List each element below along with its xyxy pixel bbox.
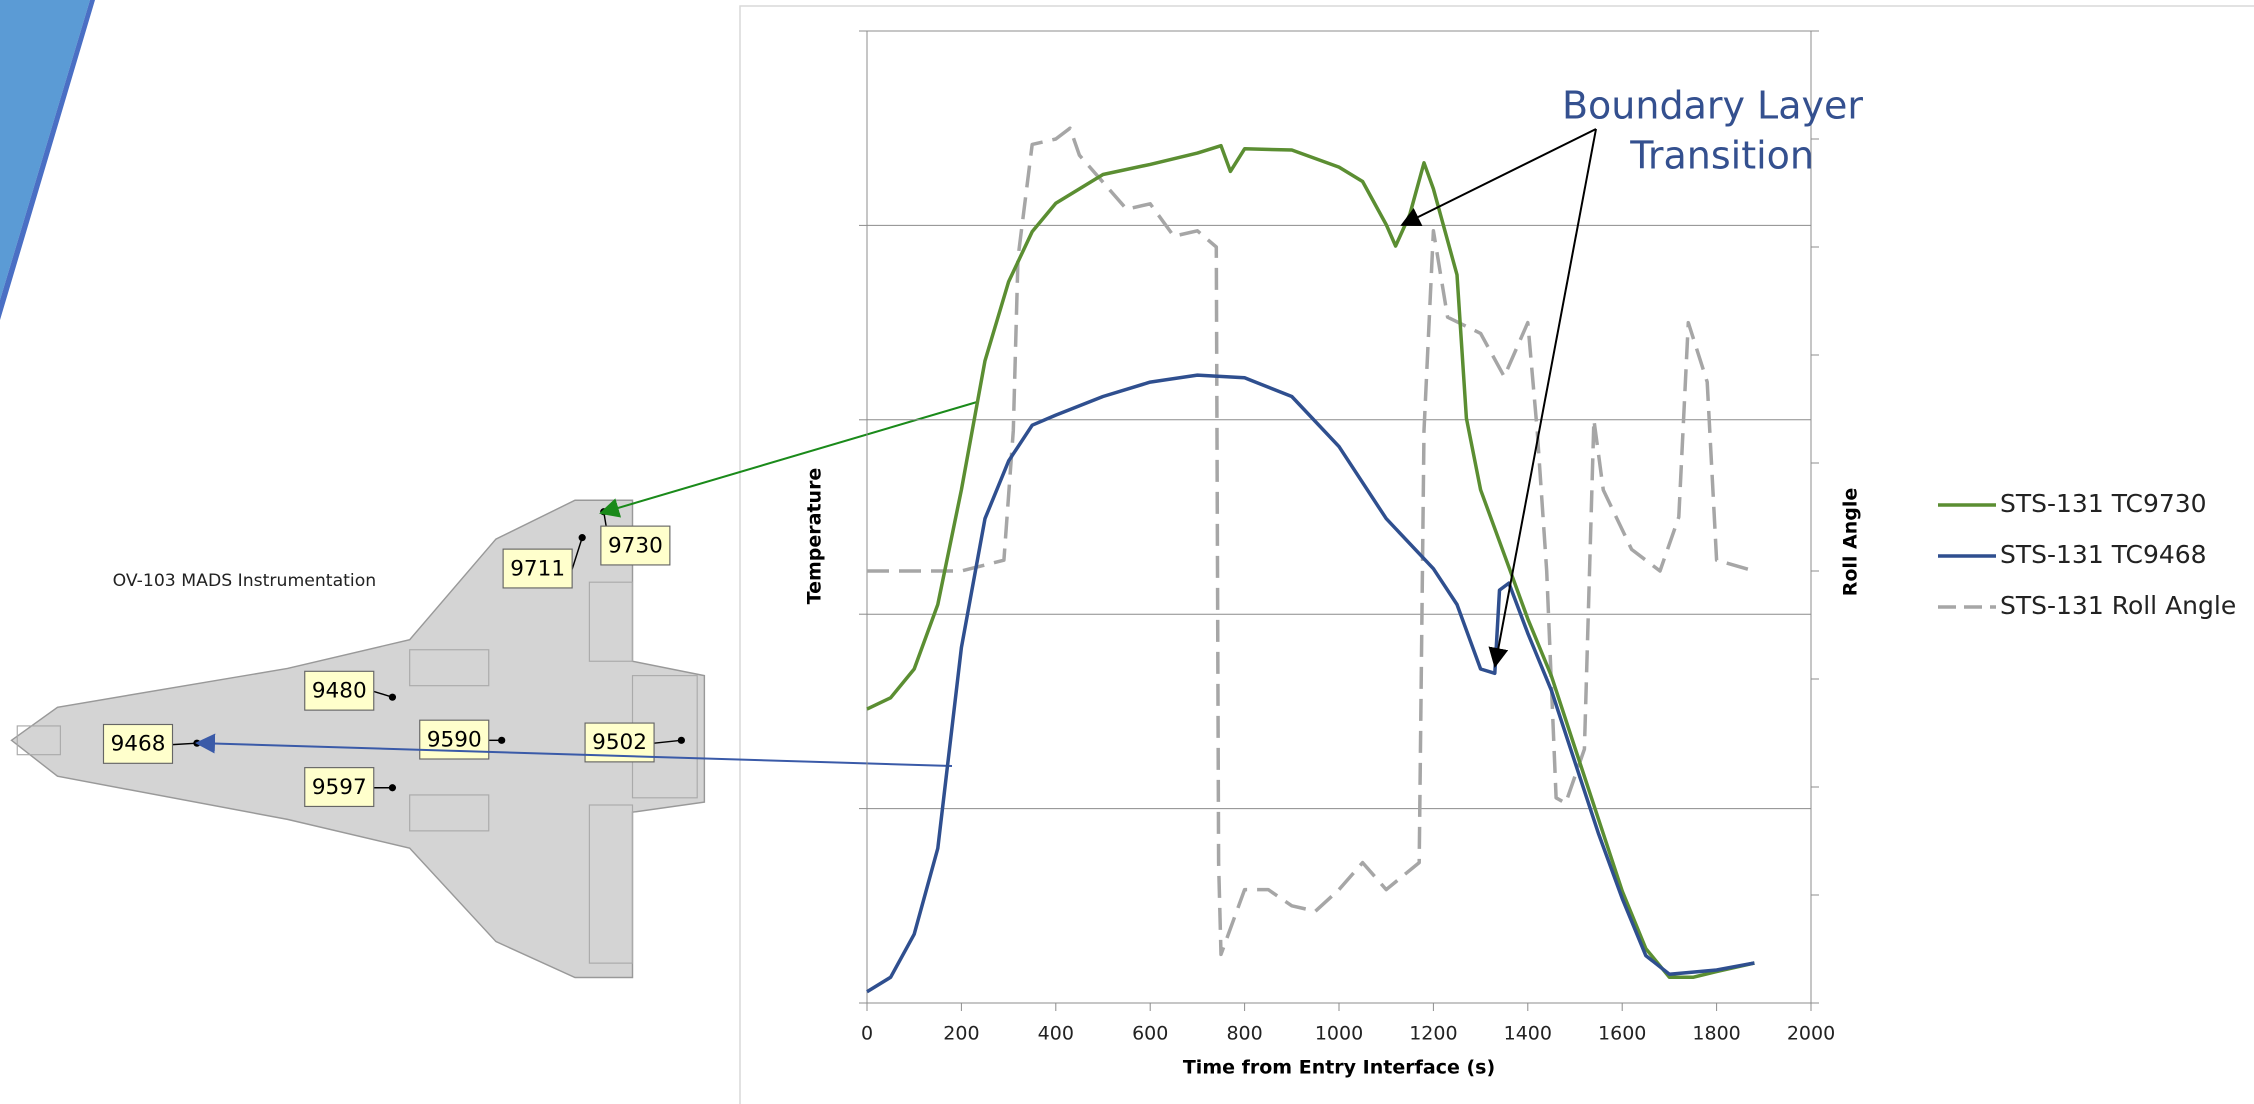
series-line xyxy=(867,375,1754,992)
x-tick-label: 200 xyxy=(943,1023,979,1045)
sensor-label: 9711 xyxy=(510,556,565,581)
annotation: Transition xyxy=(1629,134,1814,178)
sensor-label: 9597 xyxy=(312,775,367,800)
chart: 0 200 400 600 800 1000 1200 1400 1600 1800 2000 Tim… xyxy=(804,31,2237,1079)
x-tick-label: 1200 xyxy=(1409,1023,1457,1045)
slide: OV-103 MADS Instrumentation 9730 9711 9480… xyxy=(0,0,2254,1104)
sensor-label: 9468 xyxy=(111,732,166,757)
x-tick-label: 800 xyxy=(1226,1023,1262,1045)
series-line xyxy=(867,128,1754,954)
legend-label: STS-131 TC9730 xyxy=(2000,489,2207,518)
sensor-dot xyxy=(389,694,396,701)
x-tick-label: 0 xyxy=(861,1023,873,1045)
shuttle-diagram: OV-103 MADS Instrumentation 9730 9711 9480… xyxy=(12,500,705,977)
x-axis-label: Time from Entry Interface (s) xyxy=(1183,1057,1495,1079)
x-tick-label: 600 xyxy=(1132,1023,1168,1045)
x-tick-label: 1600 xyxy=(1598,1023,1646,1045)
connector-arrow xyxy=(601,402,977,513)
diagram-caption: OV-103 MADS Instrumentation xyxy=(113,571,377,591)
sensor-label: 9590 xyxy=(427,727,482,752)
x-tick-label: 1400 xyxy=(1504,1023,1552,1045)
sensor-dot xyxy=(498,737,505,744)
annotation-arrow xyxy=(1495,129,1596,666)
x-tick-label: 1000 xyxy=(1315,1023,1363,1045)
sensor-dot xyxy=(579,534,586,541)
sensor-label: 9730 xyxy=(608,533,663,558)
sensor-label: 9480 xyxy=(312,678,367,703)
y-axis-label: Temperature xyxy=(804,468,826,605)
legend-label: STS-131 Roll Angle xyxy=(2000,591,2236,620)
legend-label: STS-131 TC9468 xyxy=(2000,540,2207,569)
annotation: Boundary Layer xyxy=(1562,84,1863,128)
x-tick-label: 2000 xyxy=(1787,1023,1835,1045)
sensor-dot xyxy=(678,737,685,744)
sensor-label: 9502 xyxy=(592,730,647,755)
sensor-dot xyxy=(389,784,396,791)
annotation-arrow xyxy=(1402,129,1596,225)
y2-axis-label: Roll Angle xyxy=(1840,488,1862,597)
x-tick-label: 1800 xyxy=(1692,1023,1740,1045)
x-tick-label: 400 xyxy=(1038,1023,1074,1045)
